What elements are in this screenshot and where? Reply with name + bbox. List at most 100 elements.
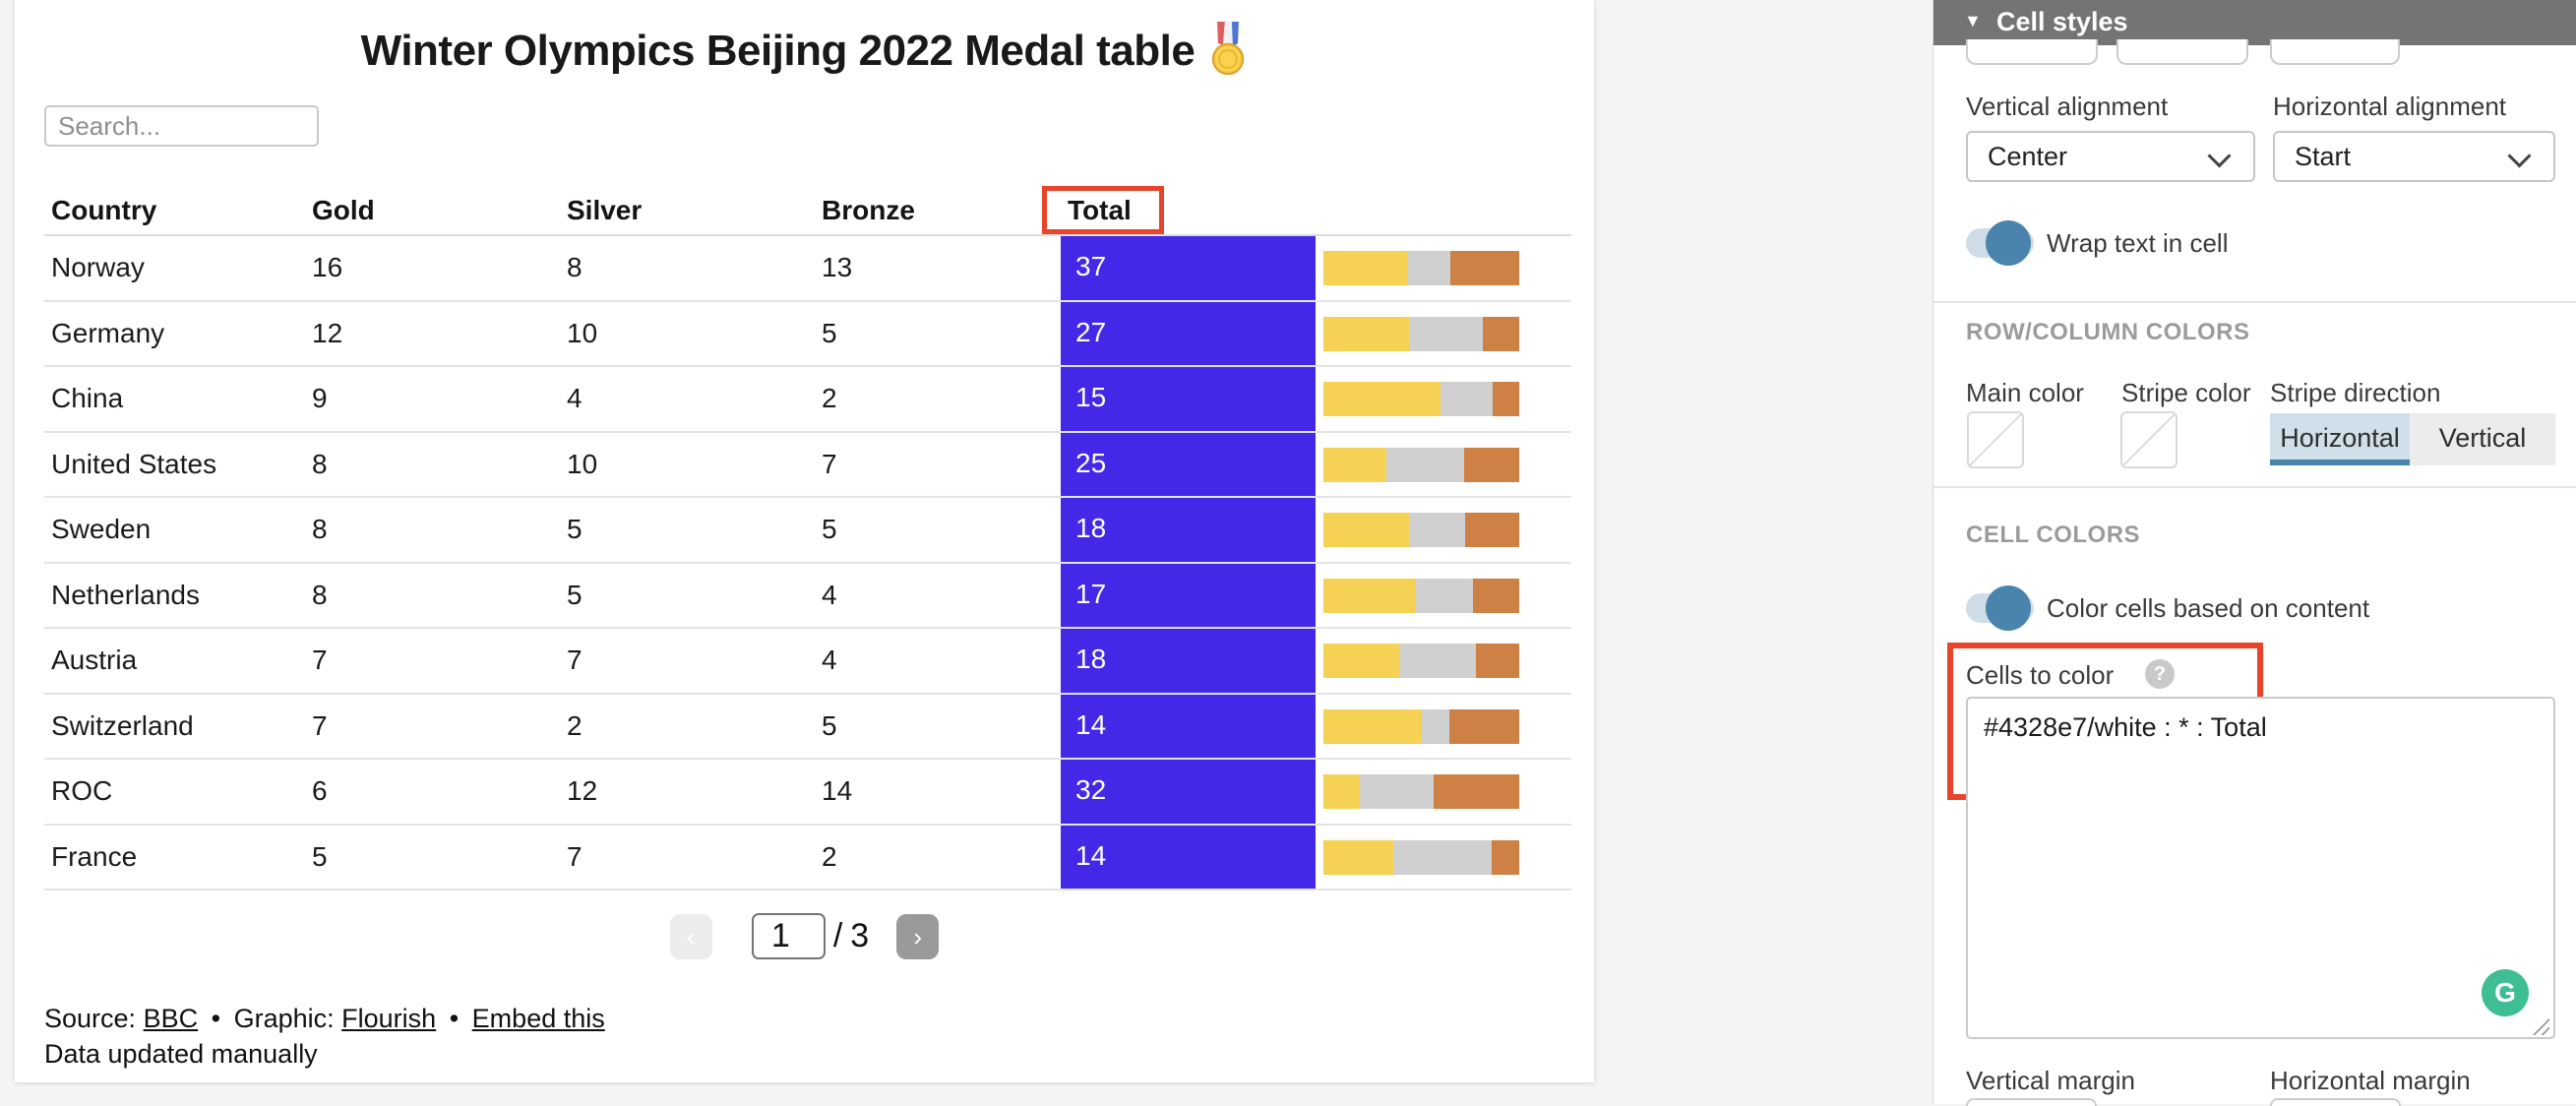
bronze-segment [1450,251,1519,285]
cell-styles-section-header[interactable]: ▼ Cell styles [1933,0,2576,45]
viz-title: Winter Olympics Beijing 2022 Medal table [15,21,1594,86]
horizontal-alignment-select[interactable]: Start [2273,131,2555,182]
stripe-direction-horizontal[interactable]: Horizontal [2270,413,2410,465]
graphic-label: Graphic: [233,1004,335,1033]
gold-segment [1323,316,1411,351]
horizontal-margin-label: Horizontal margin [2270,1066,2471,1095]
country-cell: Germany [51,317,165,348]
wrap-text-toggle[interactable] [1966,220,2034,266]
silver-segment [1410,316,1484,351]
bronze-cell: 2 [822,840,837,872]
gold-segment [1323,774,1361,809]
row-column-colors-section-label: ROW/COLUMN COLORS [1966,319,2250,345]
table-row: Switzerland 7 2 5 14 [44,694,1571,760]
prev-page-button[interactable]: ‹ [669,913,712,959]
color-cells-label: Color cells based on content [2047,593,2370,623]
sports-medal-icon [1208,21,1248,86]
separator-dot: • [449,1004,460,1033]
bronze-segment [1464,513,1519,547]
silver-segment [1385,447,1465,482]
column-header-gold[interactable]: Gold [312,195,375,225]
bronze-cell: 5 [822,709,837,741]
vertical-margin-label: Vertical margin [1966,1066,2135,1095]
padding-input-3[interactable] [2270,39,2400,65]
page-number-input[interactable] [751,913,826,959]
stripe-color-label: Stripe color [2121,378,2251,407]
gold-cell: 7 [312,709,328,741]
grammarly-icon[interactable]: G [2482,969,2529,1016]
color-cells-toggle[interactable] [1966,585,2034,631]
bronze-segment [1483,316,1519,351]
silver-cell: 5 [567,579,583,610]
bronze-segment [1493,382,1519,416]
cells-to-color-label: Cells to color [1966,660,2115,690]
stripe-color-swatch[interactable] [2120,411,2177,468]
pagination: ‹ /3 › [15,913,1594,959]
cells-to-color-textarea[interactable]: #4328e7/white : * : Total [1966,697,2555,1039]
stripe-direction-segmented: Horizontal Vertical [2270,413,2555,465]
data-note: Data updated manually [44,1039,318,1069]
table-row: China 9 4 2 15 [44,367,1571,433]
gold-cell: 12 [312,317,343,348]
medal-proportion-bar [1323,774,1519,809]
total-value: 14 [1075,839,1107,871]
medal-proportion-bar [1323,644,1519,678]
help-icon[interactable]: ? [2145,659,2175,689]
column-header-total[interactable]: Total [1068,195,1132,225]
table-row: Austria 7 7 4 18 [44,629,1571,695]
gold-cell: 7 [312,645,328,675]
total-value: 14 [1075,708,1107,740]
total-pages: 3 [850,917,870,954]
silver-segment [1408,251,1451,285]
total-value: 18 [1075,513,1107,543]
toggle-knob [1986,220,2031,266]
total-cell: 15 [1061,367,1316,431]
selected-value: Start [2295,142,2352,171]
table-row: United States 8 10 7 25 [44,432,1571,498]
padding-input-1[interactable] [1966,39,2098,65]
vertical-margin-input[interactable] [1966,1098,2097,1106]
source-label: Source: [44,1004,137,1033]
table-row: Sweden 8 5 5 18 [44,498,1571,564]
table-row: Netherlands 8 5 4 17 [44,563,1571,629]
stripe-direction-vertical[interactable]: Vertical [2410,413,2555,465]
embed-link[interactable]: Embed this [471,1004,605,1033]
bronze-cell: 5 [822,317,837,348]
source-link[interactable]: BBC [143,1004,199,1033]
silver-cell: 4 [567,383,583,413]
silver-segment [1399,644,1476,678]
graphic-link[interactable]: Flourish [341,1004,437,1033]
padding-input-2[interactable] [2116,39,2248,65]
total-cell: 17 [1061,563,1316,627]
horizontal-margin-input[interactable] [2270,1098,2401,1106]
country-cell: ROC [51,775,113,806]
column-header-country[interactable]: Country [51,195,157,225]
divider [1933,301,2576,303]
total-cell: 14 [1061,825,1316,889]
bronze-segment [1473,578,1519,613]
gold-segment [1323,839,1394,875]
total-cell: 18 [1061,629,1316,693]
silver-cell: 5 [567,514,583,544]
page-separator: / [832,917,843,954]
search-input[interactable] [44,105,319,147]
next-page-button[interactable]: › [896,913,940,959]
main-color-swatch[interactable] [1967,411,2024,468]
gold-cell: 9 [312,383,328,413]
bronze-cell: 4 [822,645,837,675]
total-cell: 37 [1061,236,1316,300]
total-cell: 27 [1061,301,1316,365]
country-cell: Switzerland [51,709,194,741]
separator-dot: • [211,1004,221,1033]
vertical-alignment-select[interactable]: Center [1966,131,2255,182]
preview-area: Winter Olympics Beijing 2022 Medal table… [15,0,1594,1082]
silver-cell: 2 [567,709,583,741]
bronze-cell: 4 [822,579,837,610]
bronze-cell: 5 [822,514,837,544]
column-header-silver[interactable]: Silver [567,195,643,225]
total-cell: 14 [1061,694,1316,758]
gold-cell: 8 [312,448,328,479]
column-header-bronze[interactable]: Bronze [822,195,915,225]
gold-segment [1323,251,1409,285]
silver-cell: 12 [567,775,598,806]
